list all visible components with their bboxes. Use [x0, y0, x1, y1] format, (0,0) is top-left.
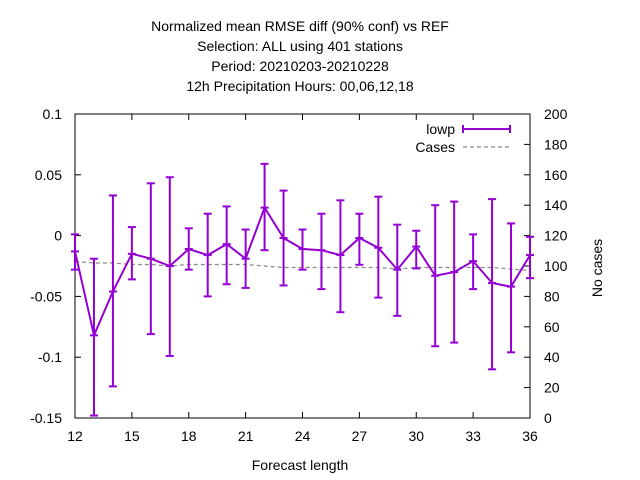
x-tick-label: 27 — [352, 428, 368, 444]
lowp-line — [74, 205, 531, 339]
axis-ticks: 12 15 18 21 24 27 30 33 36 -0.15 -0.1 -0.05 0 0.05 0.1… — [30, 106, 567, 444]
x-tick-label: 18 — [181, 428, 197, 444]
y2-tick-label: 200 — [544, 106, 568, 122]
y2-tick-label: 100 — [544, 258, 568, 274]
y2-tick-label: 160 — [544, 167, 568, 183]
y2-tick-label: 40 — [544, 349, 560, 365]
y-tick-label: 0.05 — [35, 167, 62, 183]
x-tick-label: 15 — [124, 428, 140, 444]
x-tick-label: 30 — [408, 428, 424, 444]
x-tick-label: 21 — [238, 428, 254, 444]
title-line-1: Normalized mean RMSE diff (90% conf) vs … — [151, 18, 449, 34]
y-tick-label: -0.15 — [30, 410, 62, 426]
y2-tick-label: 120 — [544, 228, 568, 244]
chart-title: Normalized mean RMSE diff (90% conf) vs … — [151, 18, 449, 94]
lowp-series — [71, 162, 534, 417]
y-tick-label: -0.1 — [38, 349, 62, 365]
legend: lowp Cases — [415, 121, 511, 155]
legend-label-lowp: lowp — [426, 121, 455, 137]
title-line-2: Selection: ALL using 401 stations — [197, 38, 403, 54]
legend-label-cases: Cases — [415, 139, 455, 155]
x-tick-label: 12 — [67, 428, 83, 444]
x-tick-label: 36 — [522, 428, 538, 444]
title-line-3: Period: 20210203-20210228 — [211, 58, 389, 74]
y-tick-label: 0 — [54, 228, 62, 244]
y2-tick-label: 20 — [544, 380, 560, 396]
y2-tick-label: 180 — [544, 136, 568, 152]
y2-tick-label: 0 — [544, 410, 552, 426]
x-axis-label: Forecast length — [252, 457, 349, 473]
x-tick-label: 33 — [465, 428, 481, 444]
title-line-4: 12h Precipitation Hours: 00,06,12,18 — [186, 78, 413, 94]
y-tick-label: -0.05 — [30, 288, 62, 304]
y2-tick-label: 60 — [544, 319, 560, 335]
y2-tick-label: 140 — [544, 197, 568, 213]
y-tick-label: 0.1 — [43, 106, 63, 122]
x-tick-label: 24 — [295, 428, 311, 444]
y2-tick-label: 80 — [544, 288, 560, 304]
y2-axis-label: No cases — [589, 239, 605, 297]
